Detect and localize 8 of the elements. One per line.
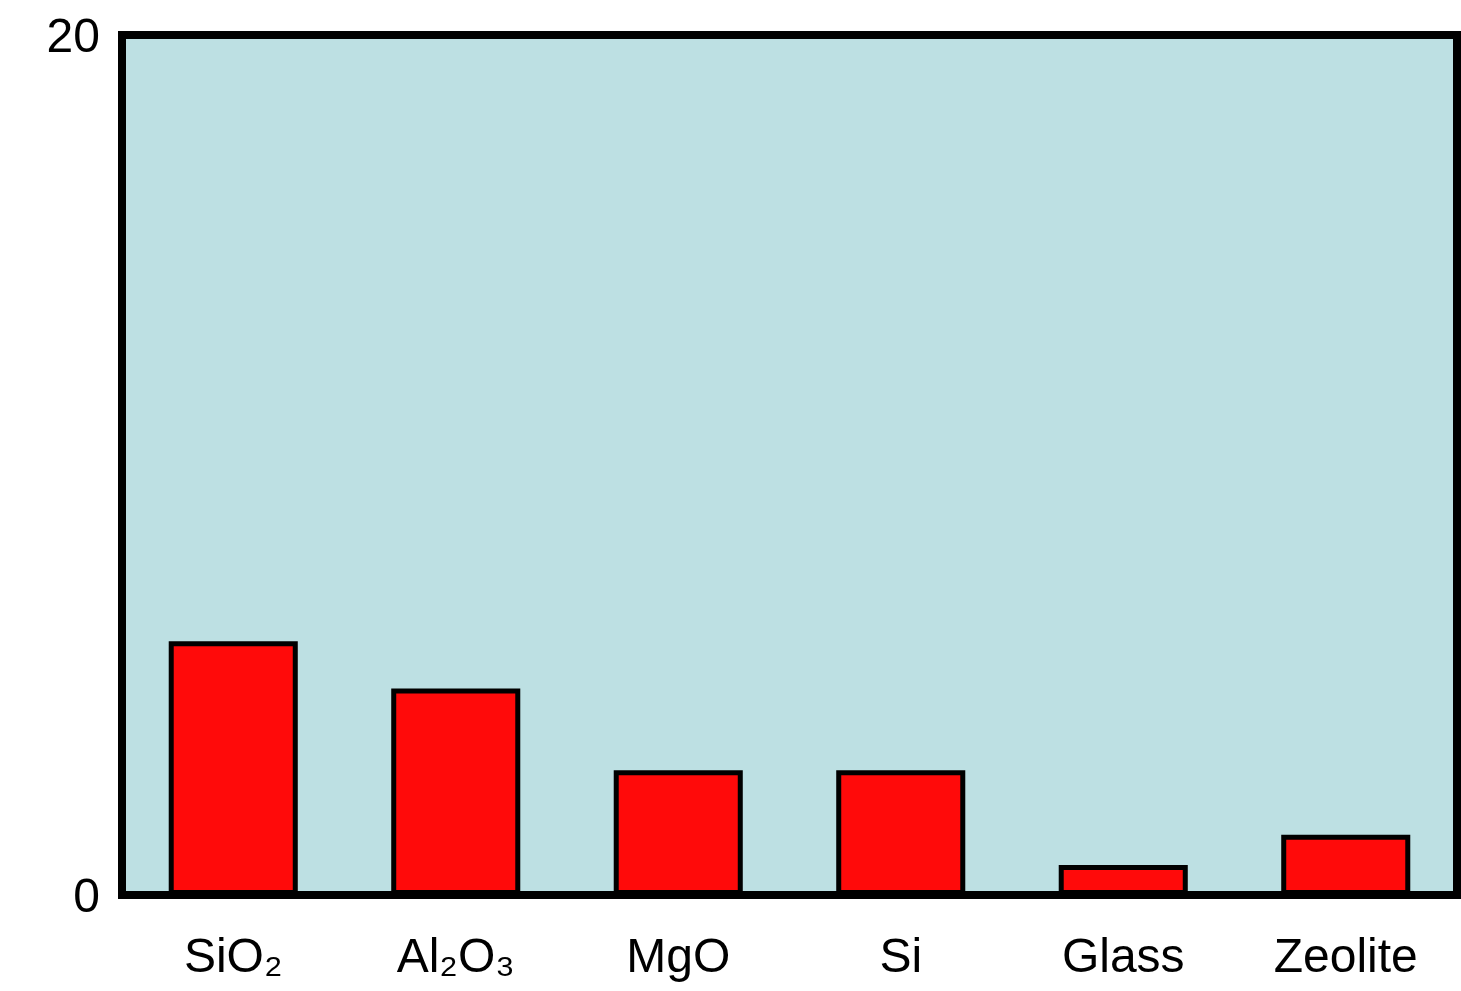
y-tick-label: 0 bbox=[73, 868, 100, 922]
x-tick-label: Al₂O₃ bbox=[396, 928, 515, 982]
x-tick-label: MgO bbox=[626, 928, 731, 982]
x-tick-label: Zeolite bbox=[1273, 928, 1418, 982]
x-tick-label: Glass bbox=[1061, 928, 1185, 982]
x-tick-label: Si bbox=[879, 928, 923, 982]
x-tick-label: SiO₂ bbox=[183, 928, 283, 982]
y-tick-label: 20 bbox=[46, 8, 100, 62]
